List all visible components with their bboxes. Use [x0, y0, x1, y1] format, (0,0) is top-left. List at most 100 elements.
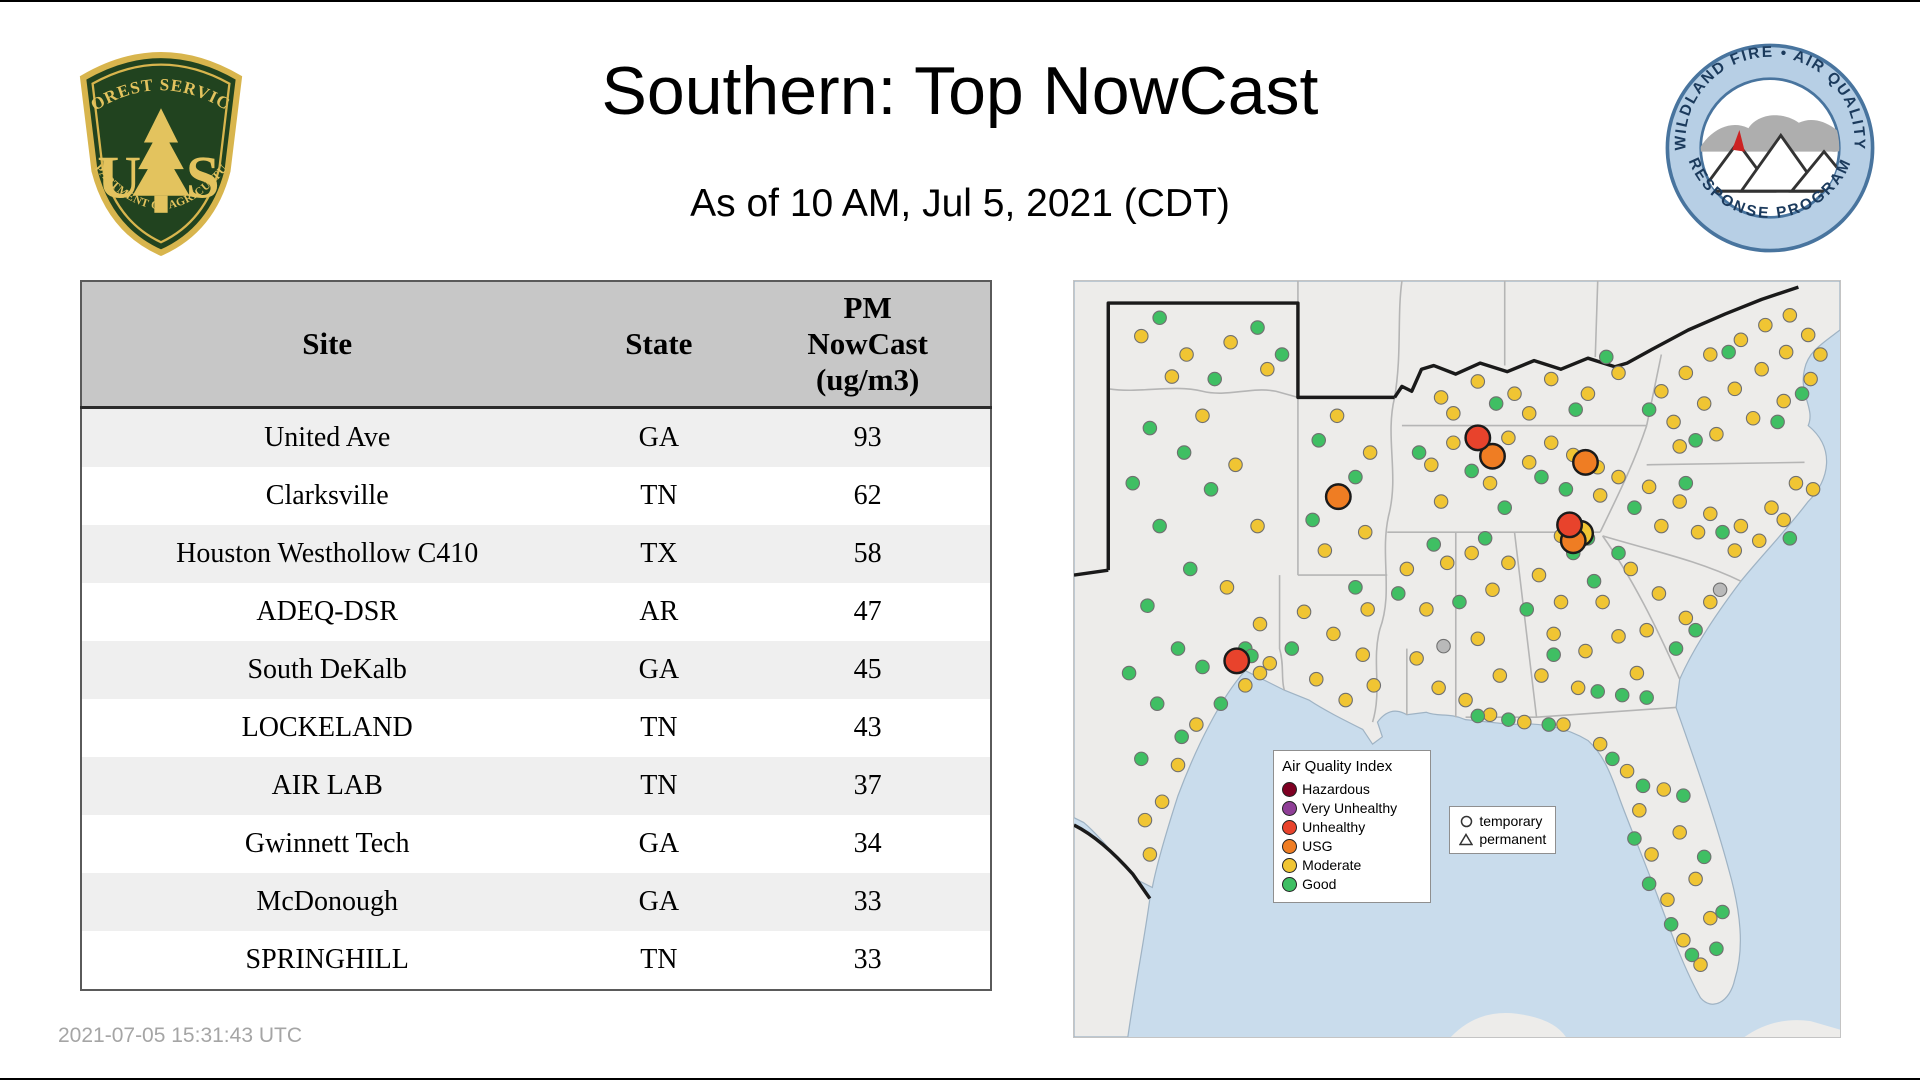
monitor-dot — [1764, 500, 1779, 515]
monitor-dot — [1149, 696, 1165, 712]
monitor-dot — [1543, 435, 1559, 451]
monitor-dot — [1470, 708, 1486, 724]
site-column-header: Site — [302, 325, 353, 361]
monitor-dot — [1534, 469, 1549, 485]
monitor-dot — [1436, 638, 1451, 654]
monitor-dot — [1776, 512, 1791, 528]
monitor-dot — [1348, 469, 1363, 485]
monitor-dot — [1125, 475, 1141, 491]
fire-icon — [1732, 130, 1745, 152]
permanent-legend-row: permanent — [1459, 830, 1546, 848]
monitor-dot — [1654, 383, 1669, 399]
monitor-dot — [1654, 518, 1669, 534]
aqi-legend-item: Unhealthy — [1282, 818, 1422, 837]
aqi-legend-label: Very Unhealthy — [1302, 799, 1398, 816]
pm-nowcast-cell: 93 — [853, 421, 882, 453]
top-site-marker — [1223, 647, 1251, 675]
monitor-dot — [1651, 586, 1667, 601]
monitor-dot — [1464, 545, 1479, 561]
table-row: Clarksville TN 62 — [81, 466, 991, 525]
monitor-dot — [1553, 594, 1569, 610]
monitor-dot — [1207, 371, 1222, 387]
monitor-dot — [1501, 430, 1516, 446]
page-title: Southern: Top NowCast — [601, 53, 1319, 129]
monitor-dot — [1770, 414, 1785, 430]
monitor-dot — [1140, 598, 1155, 613]
monitor-dot — [1219, 580, 1235, 595]
monitor-dot — [1521, 455, 1537, 470]
pm-nowcast-column-header: PM NowCast (ug/m3) — [807, 290, 928, 397]
temporary-site-icon — [1459, 815, 1473, 828]
state-cell: TN — [640, 711, 678, 743]
monitor-dot — [1482, 707, 1498, 723]
site-cell: AIR LAB — [271, 769, 383, 801]
monitor-dot — [1614, 687, 1630, 703]
monitor-dot — [1688, 432, 1703, 448]
monitor-dot — [1446, 435, 1461, 451]
monitor-dot — [1599, 349, 1614, 365]
monitor-dot — [1605, 751, 1620, 767]
monitor-dot — [1543, 371, 1559, 387]
monitor-dot — [1411, 445, 1427, 460]
monitor-dot — [1696, 849, 1712, 865]
table-row: McDonough GA 33 — [81, 872, 991, 931]
wfaqrp-circle-icon: WILDLAND FIRE • AIR QUALITY RESPONSE PRO… — [1665, 43, 1875, 253]
monitor-dot — [1142, 847, 1158, 862]
aqi-legend-item: Good — [1282, 875, 1422, 894]
monitor-dot — [1727, 381, 1743, 397]
monitor-dot — [1134, 328, 1149, 344]
monitor-dot — [1424, 457, 1439, 473]
monitor-dot — [1296, 604, 1312, 620]
pm-nowcast-cell: 33 — [853, 943, 882, 975]
monitor-dot — [1703, 506, 1718, 522]
usg-color-swatch — [1282, 838, 1298, 854]
site-type-legend: temporary permanent — [1449, 806, 1557, 855]
aqi-legend-label: Hazardous — [1302, 780, 1370, 797]
yucatan-land — [1450, 1012, 1566, 1037]
site-cell: Clarksville — [265, 479, 389, 511]
monitor-dot — [1586, 573, 1602, 589]
state-cell: GA — [638, 653, 680, 685]
monitor-dot — [1813, 347, 1828, 362]
monitor-dot — [1546, 626, 1561, 642]
aqi-legend-items: Hazardous Very Unhealthy Unhealthy USG Moder… — [1282, 780, 1422, 894]
monitor-dot — [1121, 665, 1137, 681]
monitor-dot — [1366, 678, 1382, 693]
monitor-dot — [1433, 390, 1449, 405]
monitor-dot — [1668, 641, 1684, 656]
monitor-dot — [1782, 531, 1798, 546]
monitor-dot — [1709, 426, 1724, 442]
fs-letter-u: U — [97, 145, 141, 212]
site-cell: ADEQ-DSR — [256, 595, 398, 627]
aqi-legend: Air Quality Index Hazardous Very Unhealth… — [1273, 749, 1432, 903]
region-boundary — [1074, 285, 1799, 900]
monitor-dot — [1170, 641, 1186, 656]
monitor-dot — [1733, 332, 1749, 348]
monitor-dot — [1501, 712, 1516, 727]
monitor-dot — [1250, 320, 1265, 335]
monitor-dot — [1644, 847, 1659, 862]
monitor-dot — [1470, 631, 1486, 647]
forest-service-shield-icon: FOREST SERVICE U S DEPARTMENT OF AGRICUL… — [60, 31, 243, 257]
monitor-dot — [1800, 327, 1816, 343]
monitor-dot — [1482, 475, 1498, 491]
monitor-dot — [1805, 482, 1821, 497]
monitor-dot — [1578, 643, 1593, 659]
monitor-dot — [1446, 406, 1461, 421]
monitor-dot — [1611, 629, 1626, 644]
monitor-dot — [1556, 717, 1571, 732]
monitor-dot — [1703, 347, 1718, 362]
monitor-dot — [1531, 567, 1547, 583]
monitor-dot — [1629, 665, 1645, 681]
monitor-dot — [1329, 408, 1345, 424]
monitor-dot — [1703, 910, 1718, 926]
monitor-dot — [1311, 432, 1327, 448]
monitor-dot — [1534, 668, 1549, 683]
state-cell: TX — [640, 537, 678, 569]
monitor-dot — [1326, 626, 1341, 642]
monitor-dot — [1558, 482, 1574, 497]
monitor-dot — [1250, 518, 1265, 534]
monitor-dot — [1213, 696, 1229, 712]
monitor-dot — [1733, 518, 1749, 534]
monitor-dot — [1623, 561, 1639, 577]
